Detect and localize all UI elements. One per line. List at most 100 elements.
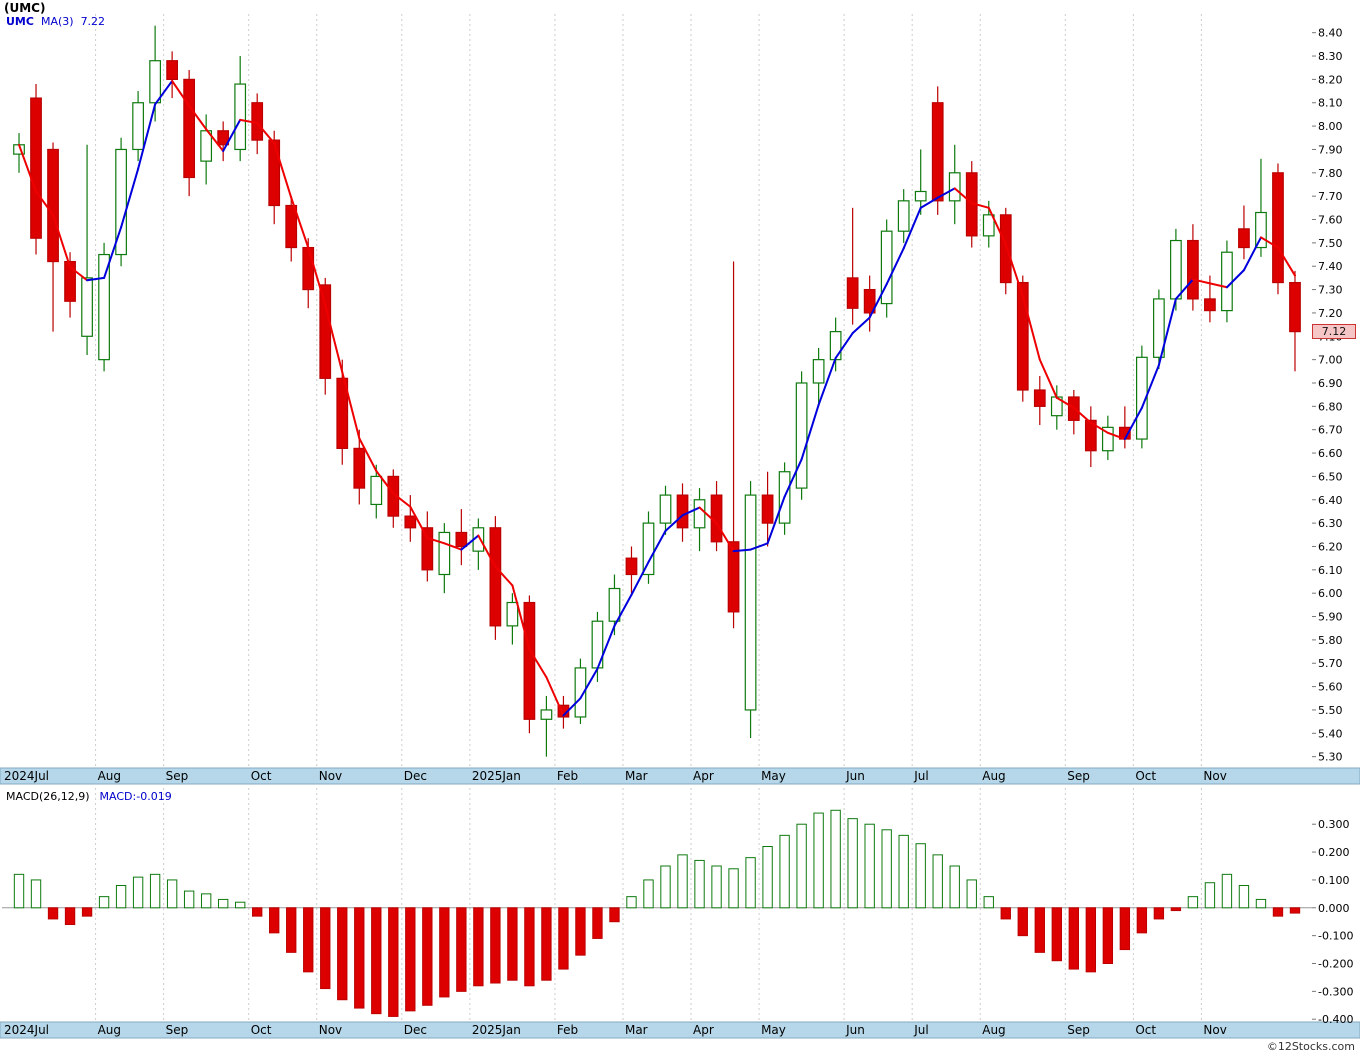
month-label: Jul bbox=[913, 769, 928, 783]
price-axis-label: 7.70 bbox=[1318, 190, 1343, 203]
macd-bar bbox=[558, 907, 569, 970]
candle bbox=[370, 475, 383, 506]
ma-segment bbox=[290, 196, 310, 249]
price-axis-label: 7.30 bbox=[1318, 284, 1343, 297]
month-label: Dec bbox=[404, 1023, 427, 1037]
macd-bar bbox=[711, 865, 722, 909]
price-axis-label: 7.90 bbox=[1318, 143, 1343, 156]
ma-segment bbox=[647, 529, 667, 564]
price-axis-label: 8.10 bbox=[1318, 97, 1343, 110]
candle bbox=[47, 148, 59, 263]
macd-axis-label: 0.000 bbox=[1318, 902, 1350, 915]
candle bbox=[1153, 298, 1165, 358]
ma-segment bbox=[409, 505, 429, 539]
price-axis-label: 6.40 bbox=[1318, 494, 1343, 507]
ma-segment bbox=[1208, 282, 1228, 289]
ma-segment bbox=[307, 246, 327, 307]
candle bbox=[285, 204, 298, 249]
candle bbox=[1084, 419, 1097, 452]
ma-segment bbox=[1089, 421, 1109, 434]
candle bbox=[846, 277, 859, 309]
month-label: Nov bbox=[1203, 1023, 1226, 1037]
macd-bar bbox=[830, 809, 841, 909]
ma-segment bbox=[732, 548, 752, 553]
price-axis-label: 6.50 bbox=[1318, 470, 1343, 483]
ma-segment bbox=[868, 283, 888, 319]
candle bbox=[999, 214, 1012, 284]
candle bbox=[217, 130, 230, 146]
ma-segment bbox=[596, 624, 616, 670]
ma-segment bbox=[545, 676, 565, 717]
macd-bar bbox=[1034, 907, 1045, 953]
macd-bar bbox=[1136, 907, 1148, 934]
legend-ma-label: MA(3) bbox=[40, 15, 74, 28]
ma-segment bbox=[1106, 431, 1126, 441]
macd-bar bbox=[1272, 907, 1284, 917]
price-axis-label: 6.30 bbox=[1318, 517, 1343, 530]
ma-segment bbox=[1072, 406, 1092, 424]
month-label: Sep bbox=[166, 1023, 189, 1037]
macd-bar bbox=[575, 907, 586, 956]
candle bbox=[1016, 281, 1029, 391]
candle bbox=[812, 359, 825, 384]
month-label: Nov bbox=[319, 769, 342, 783]
candle bbox=[693, 499, 706, 529]
candle bbox=[1238, 228, 1250, 249]
ma-segment bbox=[426, 536, 446, 545]
macd-bar bbox=[1085, 907, 1097, 973]
macd-bar bbox=[932, 854, 943, 909]
month-label: 2025Jan bbox=[472, 769, 521, 783]
macd-axis-label: 0.200 bbox=[1318, 846, 1350, 859]
ma-segment bbox=[1038, 358, 1058, 399]
candle bbox=[387, 475, 400, 517]
macd-axis-label: -0.200 bbox=[1318, 958, 1353, 971]
macd-bar bbox=[149, 873, 161, 909]
ma-segment bbox=[120, 167, 140, 229]
month-label: 2025Jan bbox=[472, 1023, 521, 1037]
candle bbox=[880, 230, 893, 305]
price-axis-label: 5.80 bbox=[1318, 634, 1343, 647]
ma-segment bbox=[562, 697, 582, 717]
candle bbox=[761, 494, 774, 524]
candles bbox=[13, 25, 1301, 757]
legend-ma-value: 7.22 bbox=[80, 15, 106, 28]
ma-segment bbox=[324, 304, 344, 374]
ma-segment bbox=[630, 561, 650, 596]
ma-segment bbox=[902, 206, 922, 250]
ma-segment bbox=[528, 648, 548, 679]
macd-axis-label: 0.300 bbox=[1318, 818, 1350, 831]
month-label: May bbox=[761, 769, 786, 783]
macd-bar bbox=[1017, 907, 1028, 937]
macd-value-label: MACD:-0.019 bbox=[99, 790, 172, 803]
price-axis-label: 8.00 bbox=[1318, 120, 1343, 133]
macd-bar bbox=[337, 907, 348, 1001]
macd-bar bbox=[13, 873, 25, 909]
ma-segment bbox=[103, 226, 123, 279]
ma-segment bbox=[885, 247, 905, 286]
candle bbox=[608, 587, 621, 622]
price-axis-label: 5.90 bbox=[1318, 611, 1343, 624]
macd-bar bbox=[166, 879, 178, 909]
ma-segment bbox=[1157, 297, 1177, 367]
candle bbox=[81, 277, 93, 337]
macd-bar bbox=[592, 907, 603, 939]
macd-bar bbox=[1119, 907, 1131, 951]
candle bbox=[132, 102, 144, 151]
month-label: Aug bbox=[98, 1023, 121, 1037]
ma-segment bbox=[511, 584, 531, 651]
month-label: Aug bbox=[982, 1023, 1005, 1037]
price-axis-label: 6.90 bbox=[1318, 377, 1343, 390]
price-axis-label: 5.70 bbox=[1318, 657, 1343, 670]
month-label: Feb bbox=[557, 769, 578, 783]
macd-bar bbox=[898, 834, 909, 909]
candle bbox=[421, 527, 434, 571]
price-axis-label: 6.60 bbox=[1318, 447, 1343, 460]
ma-segment bbox=[358, 437, 378, 472]
candle bbox=[319, 284, 332, 379]
macd-bar bbox=[439, 907, 450, 998]
price-axis-label: 8.20 bbox=[1318, 73, 1343, 86]
price-axis-label: 5.40 bbox=[1318, 727, 1343, 740]
ma-segment bbox=[460, 534, 480, 551]
candle bbox=[98, 253, 110, 361]
